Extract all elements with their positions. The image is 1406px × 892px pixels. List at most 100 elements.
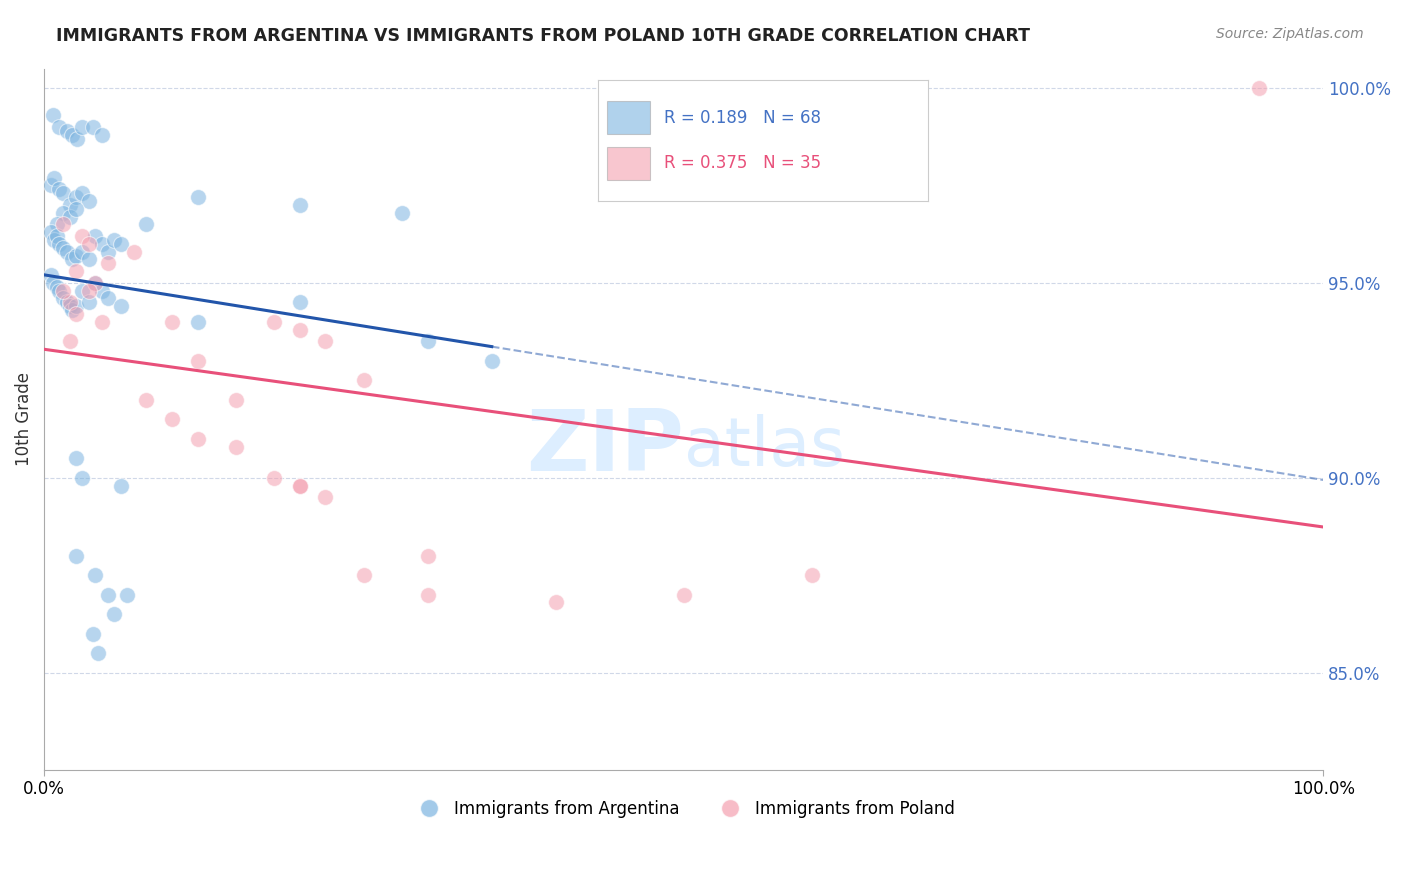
Point — [72, 471, 94, 485]
Point — [65, 549, 87, 563]
Point — [90, 315, 112, 329]
Point — [44, 233, 66, 247]
Point — [800, 568, 823, 582]
Point — [59, 210, 82, 224]
Point — [288, 323, 311, 337]
Text: ZIP: ZIP — [526, 406, 683, 489]
Point — [187, 353, 209, 368]
Point — [60, 252, 83, 267]
Point — [315, 490, 337, 504]
Point — [52, 205, 75, 219]
Text: IMMIGRANTS FROM ARGENTINA VS IMMIGRANTS FROM POLAND 10TH GRADE CORRELATION CHART: IMMIGRANTS FROM ARGENTINA VS IMMIGRANTS … — [56, 27, 1031, 45]
Point — [45, 279, 67, 293]
Point — [52, 241, 75, 255]
Text: R = 0.375   N = 35: R = 0.375 N = 35 — [664, 154, 821, 172]
Point — [48, 182, 70, 196]
Point — [42, 108, 65, 122]
Point — [65, 249, 87, 263]
Point — [353, 568, 375, 582]
Point — [77, 194, 100, 208]
Point — [391, 205, 413, 219]
Point — [103, 607, 125, 621]
Point — [48, 284, 70, 298]
Point — [110, 478, 132, 492]
Point — [39, 178, 62, 193]
Point — [72, 284, 94, 298]
Point — [97, 256, 120, 270]
Point — [77, 252, 100, 267]
Y-axis label: 10th Grade: 10th Grade — [15, 372, 32, 467]
Point — [97, 244, 120, 259]
Point — [1249, 81, 1271, 95]
Point — [65, 451, 87, 466]
Point — [544, 595, 567, 609]
Point — [77, 284, 100, 298]
Point — [65, 202, 87, 216]
Point — [39, 225, 62, 239]
Point — [48, 120, 70, 134]
Point — [97, 588, 120, 602]
Point — [135, 218, 157, 232]
Point — [315, 334, 337, 349]
Point — [187, 315, 209, 329]
Point — [225, 392, 247, 407]
Text: atlas: atlas — [683, 414, 845, 480]
Point — [90, 128, 112, 142]
Point — [45, 218, 67, 232]
Point — [72, 229, 94, 244]
Point — [82, 120, 104, 134]
Point — [52, 218, 75, 232]
Point — [481, 353, 503, 368]
Point — [160, 315, 183, 329]
Point — [416, 549, 439, 563]
Point — [122, 244, 145, 259]
Point — [82, 626, 104, 640]
Point — [90, 284, 112, 298]
Point — [84, 568, 107, 582]
Point — [59, 334, 82, 349]
Point — [77, 236, 100, 251]
Point — [288, 295, 311, 310]
Point — [72, 244, 94, 259]
Point — [416, 334, 439, 349]
Point — [65, 299, 87, 313]
Point — [84, 229, 107, 244]
Point — [263, 471, 285, 485]
Point — [672, 588, 695, 602]
Point — [65, 264, 87, 278]
Point — [353, 373, 375, 387]
Point — [59, 198, 82, 212]
Point — [39, 268, 62, 282]
Point — [52, 186, 75, 201]
Point — [56, 244, 79, 259]
Point — [160, 412, 183, 426]
Point — [44, 170, 66, 185]
Point — [72, 186, 94, 201]
Point — [187, 190, 209, 204]
Point — [135, 392, 157, 407]
Point — [59, 299, 82, 313]
Point — [103, 233, 125, 247]
Point — [66, 131, 89, 145]
Point — [60, 128, 83, 142]
Point — [87, 646, 110, 660]
Point — [187, 432, 209, 446]
Point — [110, 236, 132, 251]
Point — [60, 303, 83, 318]
Point — [84, 276, 107, 290]
Point — [52, 284, 75, 298]
Bar — [607, 102, 651, 135]
Point — [48, 236, 70, 251]
Point — [59, 295, 82, 310]
Point — [56, 124, 79, 138]
Point — [225, 440, 247, 454]
Point — [65, 190, 87, 204]
Point — [90, 236, 112, 251]
Point — [288, 478, 311, 492]
Point — [416, 588, 439, 602]
Point — [84, 276, 107, 290]
Point — [117, 588, 139, 602]
Point — [288, 478, 311, 492]
Point — [97, 292, 120, 306]
Point — [263, 315, 285, 329]
